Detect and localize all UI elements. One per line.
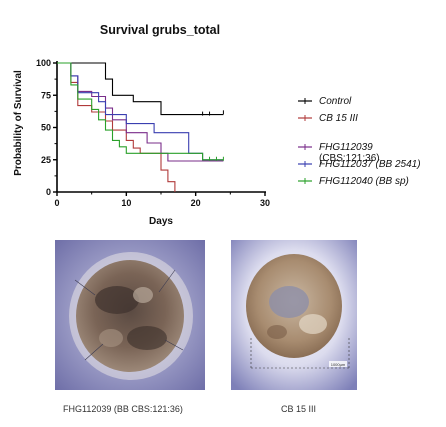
y-tick-label: 25	[41, 155, 51, 165]
survival-chart: Survival grubs_total 0 25 50 75 100 0 10 20 30 C…	[13, 23, 421, 227]
series-line-2	[57, 62, 224, 162]
x-tick-label: 20	[191, 198, 201, 208]
right-photo-caption: CB 15 III	[281, 404, 317, 414]
left-sample-photo	[55, 240, 205, 390]
right-sample-photo: 1000µm	[231, 240, 357, 390]
y-axis-title: Probability of Survival	[13, 70, 24, 176]
left-sample-image	[55, 240, 205, 390]
y-tick-label: 0	[46, 187, 51, 197]
x-tick-label: 30	[260, 198, 270, 208]
legend-label-1: CB 15 III	[319, 113, 358, 124]
legend-label-2: (CBS:121:36)	[319, 153, 380, 164]
x-tick-label: 10	[121, 198, 131, 208]
series-line-3	[57, 62, 224, 161]
scale-bar-label: 1000µm	[331, 362, 346, 367]
legend-label-4: FHG112040 (BB sp)	[319, 176, 409, 187]
series-line-0	[57, 62, 224, 116]
right-sample-image: 1000µm	[231, 240, 357, 390]
y-tick-label: 75	[41, 90, 51, 100]
y-tick-label: 100	[36, 58, 51, 68]
chart-title: Survival grubs_total	[100, 23, 220, 37]
series-line-1	[57, 62, 176, 192]
series-line-4	[57, 62, 224, 161]
legend-label-0: Control	[319, 96, 352, 107]
x-axis-title: Days	[149, 216, 173, 227]
x-tick-label: 0	[54, 198, 59, 208]
chart-series	[57, 62, 224, 192]
chart-axes: 0 25 50 75 100 0 10 20 30	[36, 58, 270, 208]
legend-label-2: FHG112039	[319, 142, 373, 153]
legend-label-3: FHG112037 (BB 2541)	[319, 159, 421, 170]
y-tick-label: 50	[41, 123, 51, 133]
left-photo-caption: FHG112039 (BB CBS:121:36)	[63, 404, 183, 414]
